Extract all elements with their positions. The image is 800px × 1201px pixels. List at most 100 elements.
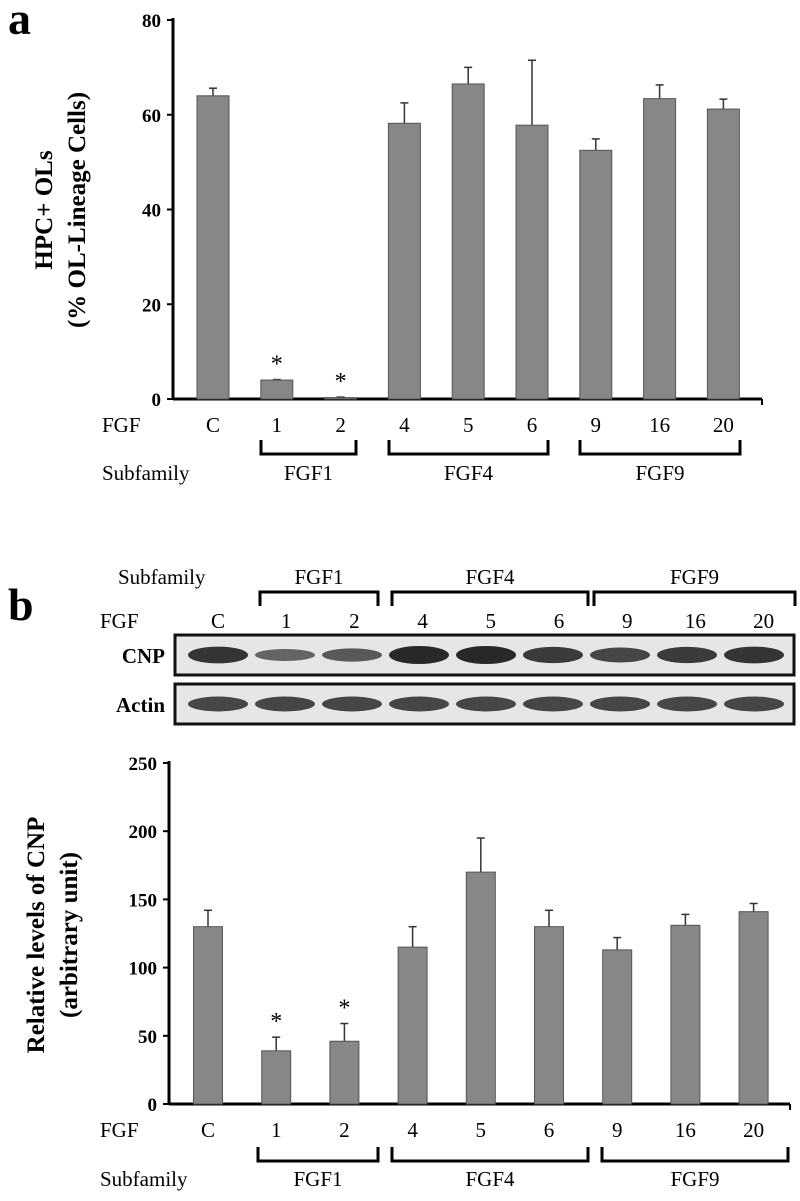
bar-16	[643, 98, 677, 400]
subfamily-bracket	[390, 1147, 590, 1163]
category-label: 5	[476, 1118, 487, 1142]
bar-9	[602, 949, 633, 1105]
blot-band	[188, 696, 248, 712]
subfamily-bracket	[390, 590, 590, 606]
subfamily-label: FGF4	[465, 565, 515, 589]
subfamily-bracket	[256, 1147, 380, 1163]
blot-row-label: CNP	[122, 644, 165, 668]
y-tick-label: 0	[148, 1095, 158, 1116]
bar-16	[670, 924, 701, 1105]
bar-C	[196, 95, 230, 400]
panel-label-a: a	[8, 0, 31, 44]
blot-lane-label: 4	[417, 609, 428, 633]
bar-5	[451, 83, 485, 400]
bar-C	[193, 926, 223, 1105]
blot-band	[456, 646, 516, 664]
category-label: 16	[675, 1118, 696, 1142]
subfamily-bracket	[258, 590, 380, 606]
category-label: 1	[272, 413, 283, 437]
panel-label-b: b	[8, 579, 34, 630]
y-tick-label: 40	[142, 201, 161, 222]
category-label: 6	[527, 413, 538, 437]
subfamily-label: FGF9	[670, 565, 719, 589]
significance-marker: *	[270, 1009, 282, 1035]
category-label: 6	[544, 1118, 555, 1142]
fgf-row-label: FGF	[100, 609, 139, 633]
bar-9	[579, 149, 613, 400]
blot-band	[523, 696, 583, 712]
category-label: 4	[399, 413, 410, 437]
y-tick-label: 60	[142, 106, 161, 127]
bar-2	[324, 397, 358, 400]
y-tick-label: 20	[142, 295, 161, 316]
bar-4	[387, 122, 421, 400]
subfamily-bracket	[578, 440, 742, 456]
y-tick-label: 100	[129, 959, 158, 980]
blot-band	[389, 696, 449, 712]
blot-band	[523, 646, 583, 664]
blot-band	[322, 648, 382, 662]
bar-1	[261, 1050, 292, 1105]
blot-band	[255, 649, 315, 661]
category-label: 2	[335, 413, 346, 437]
blot-band	[657, 646, 717, 664]
bar-20	[738, 911, 769, 1105]
bar-4	[397, 946, 428, 1105]
blot-band	[724, 696, 784, 712]
category-label: 9	[612, 1118, 623, 1142]
category-label: 9	[591, 413, 602, 437]
bar-6	[515, 124, 549, 400]
blot-lane-label: 20	[753, 609, 774, 633]
bar-5	[465, 871, 496, 1105]
significance-marker: *	[338, 996, 350, 1022]
subfamily-bracket	[387, 440, 550, 456]
y-tick-label: 200	[129, 822, 158, 843]
significance-marker: *	[335, 369, 347, 395]
category-label: C	[206, 413, 220, 437]
y-tick-label: 80	[142, 11, 161, 32]
category-label: 5	[463, 413, 474, 437]
subfamily-row-label: Subfamily	[118, 565, 206, 589]
y-tick-label: 0	[152, 390, 162, 411]
y-axis-label: HPC+ OLs	[31, 150, 58, 269]
blot-lane-label: 6	[554, 609, 565, 633]
panel-b-chart: 0 50 100 150 200 250 Relative levels of CNP (ar…	[23, 565, 797, 1191]
y-tick-label: 150	[129, 890, 158, 911]
bar-6	[534, 926, 564, 1105]
blot-band	[389, 646, 449, 664]
subfamily-label: FGF9	[635, 461, 684, 485]
category-label: 20	[713, 413, 734, 437]
blot-row-label: Actin	[116, 693, 165, 717]
bar-2	[329, 1040, 360, 1105]
subfamily-bracket	[259, 440, 358, 456]
significance-marker: *	[271, 352, 283, 378]
y-axis-label: Relative levels of CNP	[23, 817, 50, 1054]
blot-lane-label: 1	[281, 609, 292, 633]
category-label: 2	[339, 1118, 350, 1142]
subfamily-label: FGF1	[293, 1167, 342, 1191]
blot-lane-label: 5	[486, 609, 497, 633]
blot-band	[322, 696, 382, 712]
blot-band	[188, 646, 248, 664]
fgf-row-label: FGF	[100, 1118, 139, 1142]
subfamily-label: FGF1	[284, 461, 333, 485]
subfamily-row-label: Subfamily	[102, 461, 190, 485]
y-tick-label: 50	[138, 1027, 157, 1048]
blot-lane-label: C	[211, 609, 225, 633]
category-label: 1	[271, 1118, 282, 1142]
blot-band	[590, 647, 650, 663]
blot-lane-label: 2	[349, 609, 360, 633]
bar-1	[260, 379, 294, 400]
blot-band	[657, 696, 717, 712]
blot-lane-label: 16	[685, 609, 706, 633]
bar-20	[706, 108, 740, 400]
category-label: 4	[407, 1118, 418, 1142]
subfamily-row-label: Subfamily	[100, 1167, 188, 1191]
y-tick-label: 250	[129, 754, 158, 775]
subfamily-label: FGF1	[294, 565, 343, 589]
category-label: 20	[743, 1118, 764, 1142]
subfamily-label: FGF4	[444, 461, 494, 485]
subfamily-bracket	[592, 590, 797, 606]
blot-band	[456, 696, 516, 712]
